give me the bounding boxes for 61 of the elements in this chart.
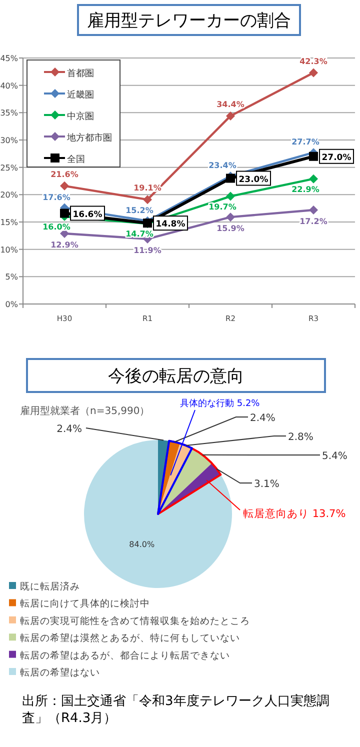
legend-label: 既に転居済み <box>20 580 80 592</box>
y-tick-label: 45% <box>0 54 18 63</box>
y-tick-label: 5% <box>5 272 18 282</box>
legend-label: 全国 <box>67 154 85 165</box>
point <box>60 181 69 190</box>
point <box>226 111 235 120</box>
text: 転居意向あり 13.7% <box>243 507 346 520</box>
point <box>309 152 318 161</box>
data-label: 84.0% <box>129 540 155 550</box>
data-label: 15.2% <box>126 206 154 215</box>
y-tick-label: 15% <box>0 218 18 227</box>
legend-label: 転居の希望は漠然とあるが、特に何もしていない <box>20 632 240 644</box>
y-tick-label: 20% <box>0 190 18 200</box>
data-label: 16.6% <box>72 210 103 220</box>
data-label: 17.6% <box>42 192 70 202</box>
chart-title: 雇用型テレワーカーの割合 <box>87 11 291 31</box>
text: 出所：国土交通省「令和3年度テレワーク人口実態調査」（R4.3月） <box>22 693 330 726</box>
legend-label: 転居の希望はあるが、都合により転居できない <box>20 649 230 662</box>
data-label: 14.8% <box>156 220 186 230</box>
data-label: 2.8% <box>288 432 314 443</box>
data-label: 12.9% <box>50 240 78 250</box>
data-label: 27.0% <box>322 152 352 163</box>
y-tick-label: 0% <box>5 300 18 309</box>
legend-label: 転居の実現可能性を含めて情報収集を始めたところ <box>20 614 250 627</box>
legend-label: 転居に向けて具体的に検討中 <box>20 598 150 610</box>
data-label: 14.7% <box>126 230 154 239</box>
point <box>309 205 318 214</box>
legend-label: 地方都市圏 <box>66 132 112 144</box>
point <box>143 195 152 204</box>
point <box>309 68 318 78</box>
data-label: 42.3% <box>300 56 328 66</box>
chart-subtitle: 雇用型就業者（n=35,990） <box>20 405 150 417</box>
y-tick-label: 40% <box>0 81 18 90</box>
pie-slice <box>84 440 232 588</box>
y-tick-label: 10% <box>0 245 18 254</box>
data-label: 16.0% <box>42 222 70 232</box>
data-label: 23.0% <box>238 174 269 185</box>
y-tick-label: 35% <box>0 108 18 118</box>
data-label: 23.4% <box>208 161 236 170</box>
data-label: 5.4% <box>322 451 348 462</box>
data-label: 2.4% <box>56 424 82 435</box>
point <box>60 208 69 218</box>
data-label: 22.9% <box>292 184 320 194</box>
data-label: 19.7% <box>208 202 236 212</box>
legend-label: 転居の希望はない <box>20 666 100 678</box>
data-label: 2.4% <box>250 413 276 424</box>
point <box>309 174 318 184</box>
legend-label: 首都圏 <box>67 68 94 79</box>
data-label: 27.7% <box>292 138 320 147</box>
data-label: 3.1% <box>254 479 280 490</box>
data-label: 15.9% <box>216 224 244 234</box>
y-tick-label: 25% <box>0 163 18 172</box>
text: 具体的な行動 5.2% <box>180 398 260 409</box>
y-tick-label: 30% <box>0 136 18 145</box>
chart-title: 今後の転居の意向 <box>108 366 244 386</box>
data-label: 21.6% <box>50 170 78 179</box>
point <box>226 212 235 222</box>
legend-label: 近畿圏 <box>67 90 94 100</box>
legend-label: 中京圏 <box>67 111 94 122</box>
data-label: 34.4% <box>216 100 244 109</box>
point <box>226 192 235 201</box>
